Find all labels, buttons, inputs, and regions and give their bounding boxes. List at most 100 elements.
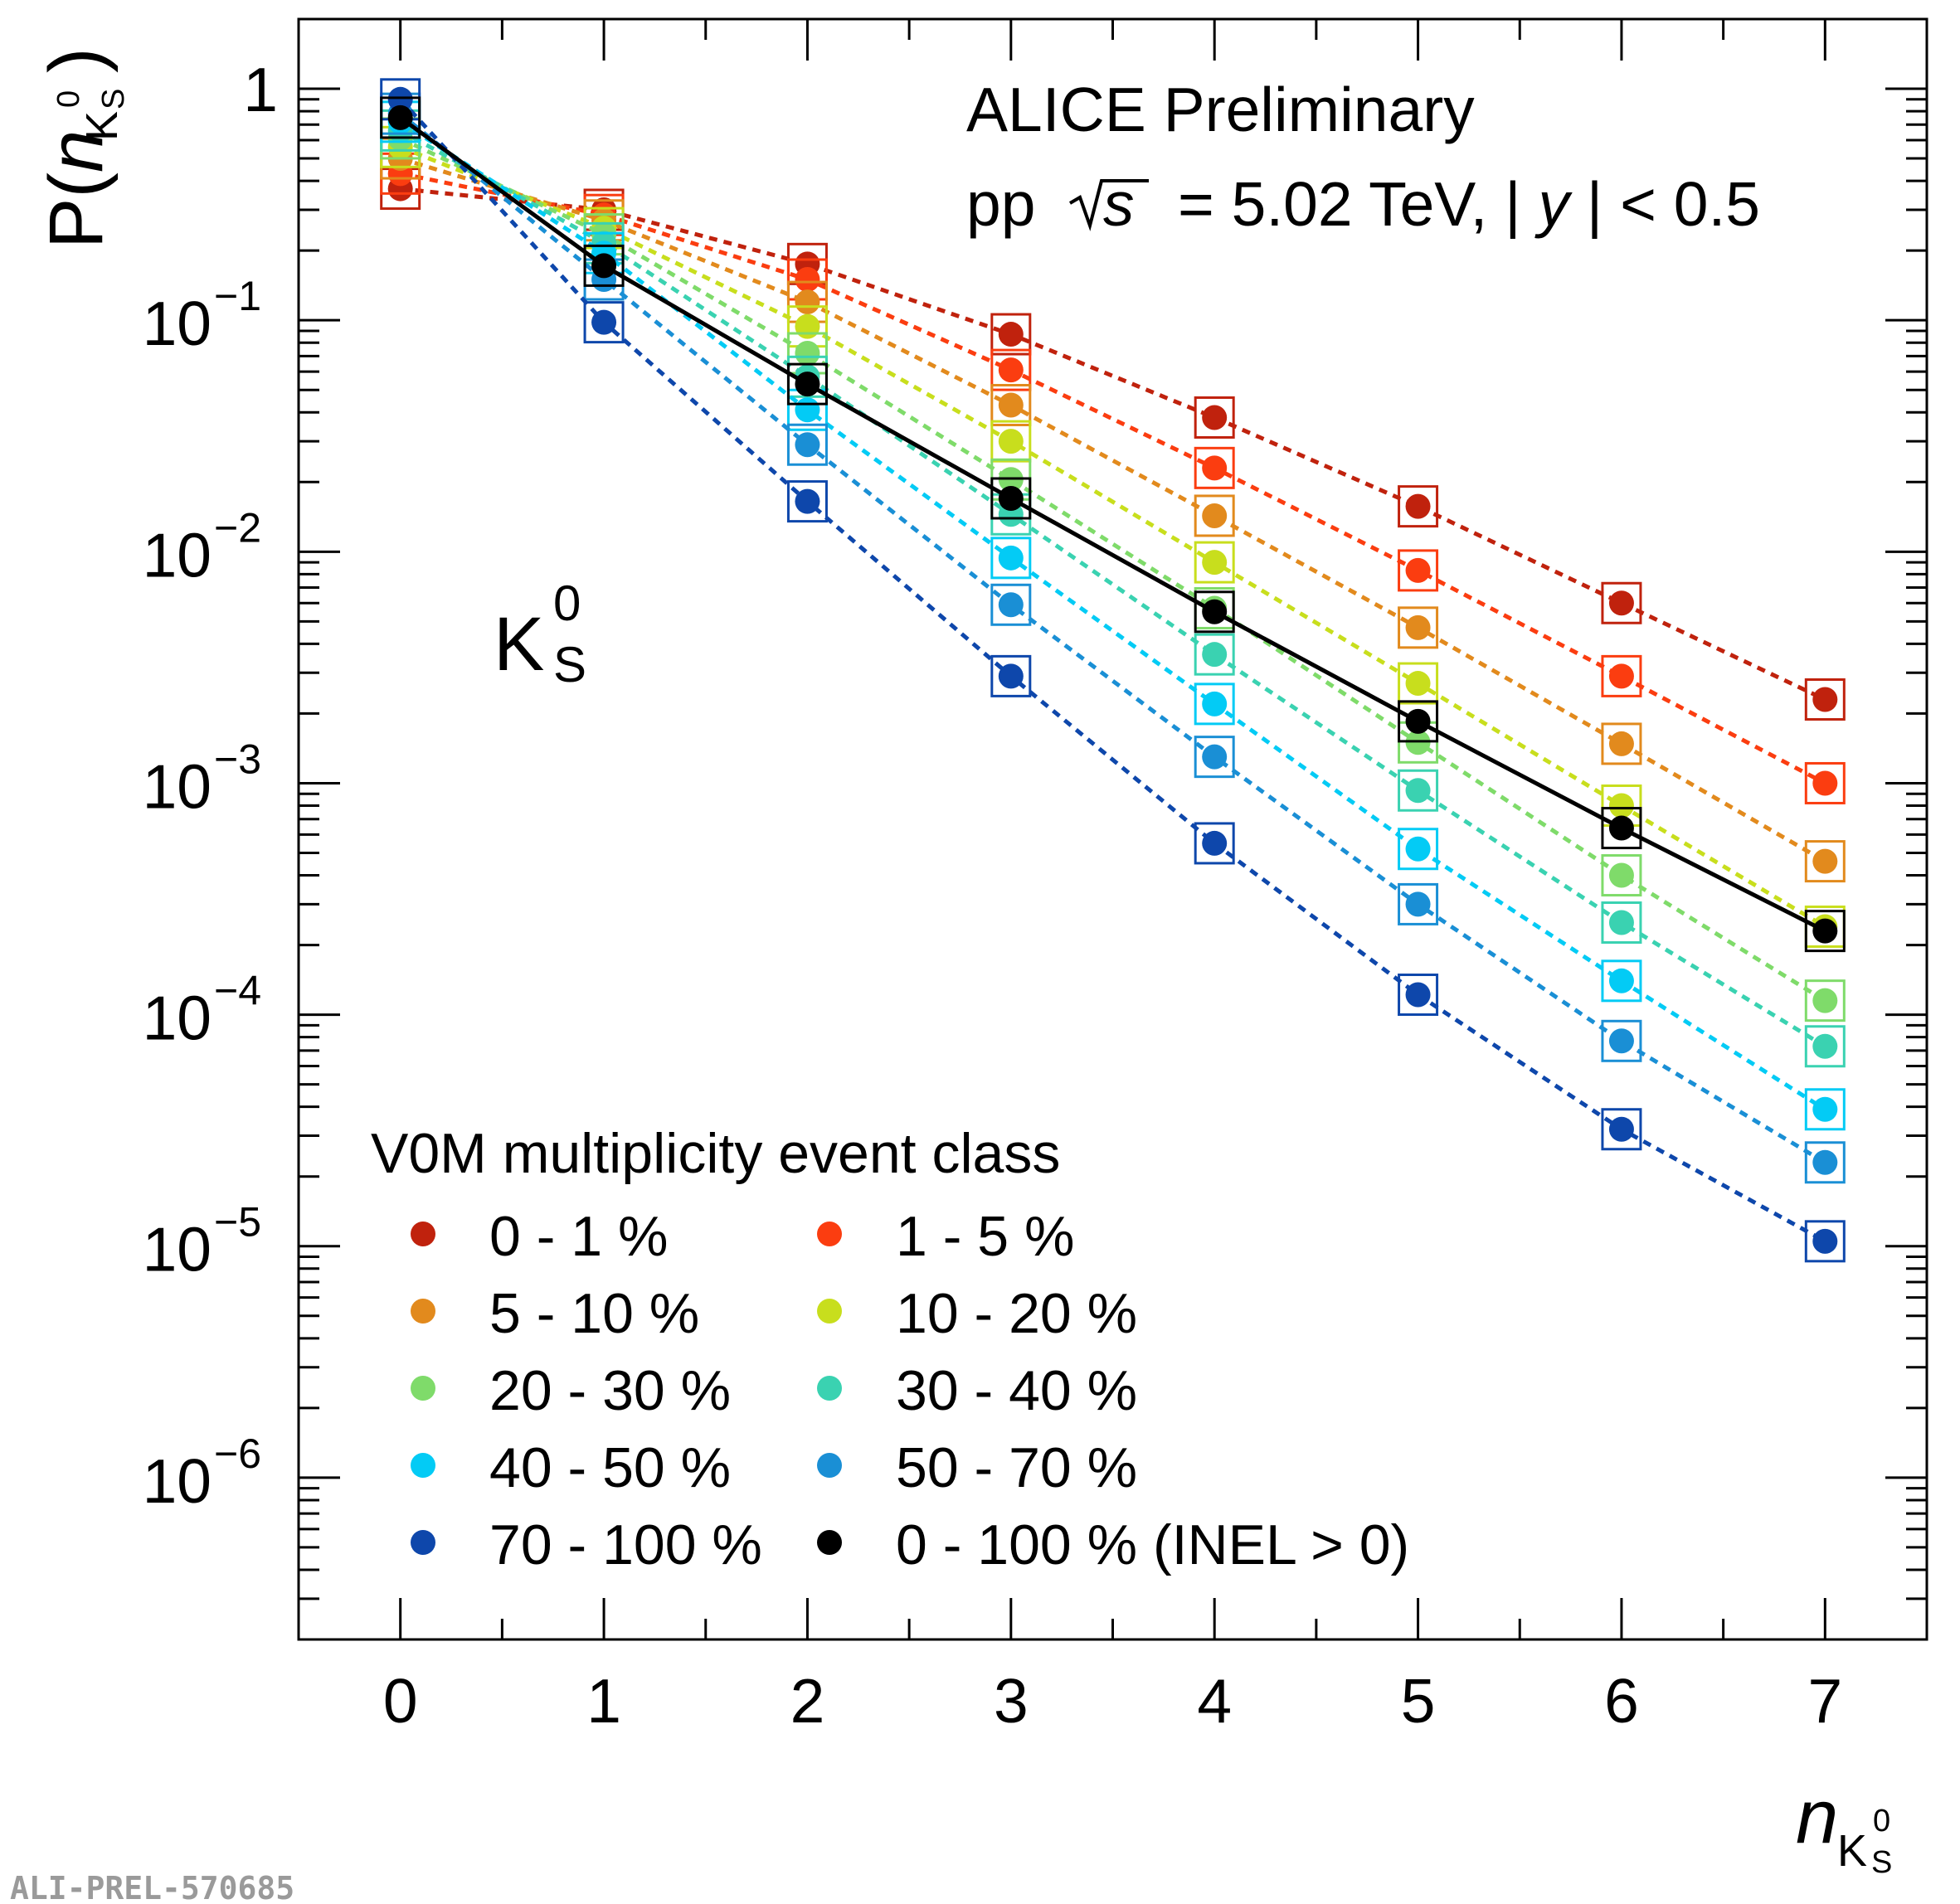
systematic-box [1398, 606, 1439, 649]
data-point [1812, 1149, 1838, 1175]
data-point [1812, 848, 1838, 874]
systematic-box [1804, 840, 1846, 883]
x-tick-label: 3 [994, 1666, 1029, 1736]
data-point [1812, 918, 1838, 944]
legend-marker [817, 1530, 842, 1555]
data-point [1608, 663, 1634, 689]
data-point [1202, 503, 1228, 528]
legend-marker [411, 1299, 435, 1324]
annotation-layer: ALICE Preliminary pp s = 5.02 TeV, | y |… [34, 47, 1892, 1880]
y-tick-label-exponent: −2 [214, 504, 261, 551]
svg-text:S: S [1871, 1845, 1892, 1880]
systematic-box [1601, 854, 1642, 897]
legend-title: V0M multiplicity event class [371, 1122, 1060, 1185]
systematic-box [1194, 396, 1235, 439]
series-line [399, 119, 1826, 1111]
series-line [399, 129, 1826, 1048]
data-point [1202, 599, 1228, 624]
data-point [1608, 862, 1634, 888]
data-point [998, 545, 1024, 571]
data-point [795, 488, 820, 514]
x-tick-label: 6 [1604, 1666, 1639, 1736]
data-point [998, 322, 1024, 347]
data-point [1608, 1116, 1634, 1142]
systematic-box [583, 301, 625, 344]
data-point [1608, 1028, 1634, 1054]
data-point [795, 340, 820, 366]
legend-label: 70 - 100 % [489, 1513, 762, 1576]
series-line [399, 156, 1826, 863]
data-point [591, 253, 617, 279]
series-line [399, 144, 1826, 929]
systematic-box [380, 96, 421, 139]
data-point [1405, 614, 1431, 640]
legend-label: 0 - 1 % [489, 1205, 668, 1268]
data-point [1405, 557, 1431, 583]
x-tick-label: 5 [1401, 1666, 1436, 1736]
systematic-box [1398, 549, 1439, 592]
svg-text:0: 0 [1873, 1804, 1890, 1838]
svg-text:n: n [1796, 1775, 1838, 1859]
data-point [998, 485, 1024, 511]
data-point [1405, 493, 1431, 519]
systematic-box [1194, 446, 1235, 489]
x-tick-label: 0 [383, 1666, 418, 1736]
systematic-box [1194, 633, 1235, 676]
systematic-box [1804, 1220, 1846, 1263]
systematic-box [786, 362, 828, 406]
legend-marker [817, 1299, 842, 1324]
systematic-box [1804, 761, 1846, 804]
data-point [795, 372, 820, 397]
data-point [1405, 891, 1431, 917]
data-point [1812, 770, 1838, 796]
systematic-box [1601, 654, 1642, 697]
legend: 0 - 1 % 1 - 5 % 5 - 10 % 10 - 20 % 20 - 30 %… [411, 1205, 1409, 1576]
systematic-box [786, 423, 828, 466]
systematic-box [1398, 973, 1439, 1016]
systematic-box [1601, 959, 1642, 1003]
series-9 [380, 96, 1846, 953]
y-tick-label-exponent: −4 [214, 968, 261, 1014]
data-point [1202, 744, 1228, 770]
data-point [1812, 1228, 1838, 1254]
x-axis-title: n K S 0 [1796, 1775, 1892, 1880]
systematic-box [1601, 581, 1642, 624]
data-point [1608, 731, 1634, 756]
data-point [387, 104, 413, 130]
data-point [1608, 910, 1634, 935]
data-point [795, 267, 820, 293]
legend-label: 10 - 20 % [896, 1282, 1137, 1345]
systematic-box [1398, 828, 1439, 871]
y-tick-label: 10 [143, 1446, 212, 1516]
data-point [795, 432, 820, 458]
series-line [399, 115, 1826, 933]
legend-marker [817, 1222, 842, 1246]
legend-label: 30 - 40 % [896, 1359, 1137, 1422]
series-line [400, 187, 1826, 702]
y-tick-label: 10 [143, 984, 212, 1053]
systematic-box [990, 313, 1032, 356]
x-tick-label: 4 [1197, 1666, 1232, 1736]
data-point [1405, 836, 1431, 862]
data-point [998, 357, 1024, 383]
legend-label: 40 - 50 % [489, 1436, 731, 1499]
x-tick-label: 1 [586, 1666, 621, 1736]
data-point [1812, 687, 1838, 712]
data-point [1812, 988, 1838, 1013]
data-point [998, 429, 1024, 454]
data-point [1202, 691, 1228, 716]
data-point [1405, 708, 1431, 734]
data-point [998, 592, 1024, 618]
systematic-box [990, 537, 1032, 580]
legend-marker [411, 1222, 435, 1246]
svg-text:K: K [77, 111, 127, 141]
y-tick-label: 10 [143, 289, 212, 358]
y-tick-label: 10 [143, 1215, 212, 1285]
legend-label: 1 - 5 % [896, 1205, 1074, 1268]
data-point [795, 313, 820, 339]
systematic-box [1601, 722, 1642, 765]
systematic-box [990, 477, 1032, 520]
